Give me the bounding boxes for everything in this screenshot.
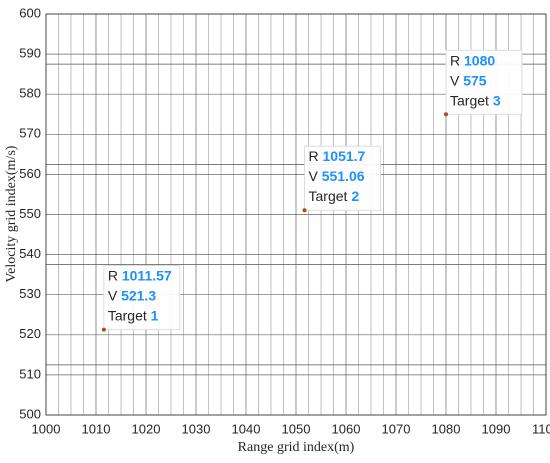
tip-label: R bbox=[309, 148, 319, 164]
tip-value: 521.3 bbox=[121, 287, 156, 303]
tip-value: 1051.7 bbox=[323, 148, 366, 164]
y-tick-label: 550 bbox=[19, 206, 41, 221]
point bbox=[444, 112, 448, 117]
tip-value: 551.06 bbox=[322, 168, 365, 184]
x-tick-label: 1030 bbox=[182, 421, 211, 436]
tip-row: V 551.06 bbox=[309, 168, 365, 184]
x-tick-label: 1040 bbox=[232, 421, 261, 436]
y-tick-label: 520 bbox=[19, 326, 41, 341]
tip-value: 1 bbox=[151, 307, 159, 323]
x-tick-label: 1020 bbox=[132, 421, 161, 436]
tip-value: 1011.57 bbox=[122, 267, 172, 283]
tip-row: Target 2 bbox=[309, 188, 360, 204]
tip-value: 575 bbox=[463, 72, 487, 88]
y-tick-label: 560 bbox=[19, 166, 41, 181]
point bbox=[101, 327, 106, 332]
y-tick-label: 580 bbox=[19, 86, 41, 101]
x-tick-label: 1080 bbox=[432, 421, 461, 436]
tip-label: R bbox=[450, 52, 460, 68]
y-tick-label: 600 bbox=[19, 5, 41, 20]
y-tick-label: 500 bbox=[19, 406, 41, 421]
data-tip-box bbox=[304, 145, 381, 211]
tip-row: Target 3 bbox=[450, 92, 501, 108]
x-axis-label: Range grid index(m) bbox=[238, 440, 355, 455]
x-tick-label: 1070 bbox=[382, 421, 411, 436]
data-tip-box bbox=[103, 265, 181, 331]
tip-row: R 1011.57 bbox=[108, 267, 172, 283]
tip-label: Target bbox=[309, 188, 348, 204]
tip-row: Target 1 bbox=[108, 307, 159, 323]
point bbox=[302, 208, 307, 213]
tip-row: R 1080 bbox=[450, 52, 495, 68]
x-tick-label: 1010 bbox=[82, 421, 111, 436]
tip-label: V bbox=[450, 72, 460, 88]
tip-row: V 521.3 bbox=[108, 287, 156, 303]
y-tick-label: 540 bbox=[19, 246, 41, 261]
y-axis-label: Velocity grid index(m/s) bbox=[4, 145, 19, 282]
plot-frame bbox=[45, 13, 547, 416]
tip-value: 3 bbox=[493, 92, 501, 108]
x-tick-label: 1000 bbox=[32, 421, 61, 436]
y-tick-label: 530 bbox=[19, 286, 41, 301]
tip-row: V 575 bbox=[450, 72, 487, 88]
tip-label: Target bbox=[450, 92, 489, 108]
data-tip-box bbox=[445, 49, 523, 115]
x-tick-label: 1060 bbox=[332, 421, 361, 436]
y-tick-label: 510 bbox=[19, 366, 41, 381]
tip-value: 1080 bbox=[464, 52, 495, 68]
tip-label: V bbox=[108, 287, 118, 303]
tip-label: Target bbox=[108, 307, 147, 323]
y-tick-label: 570 bbox=[19, 126, 41, 141]
x-tick-label: 1050 bbox=[282, 421, 311, 436]
y-tick-label: 590 bbox=[19, 46, 41, 61]
x-tick-label: 1100 bbox=[532, 421, 550, 436]
tip-row: R 1051.7 bbox=[309, 148, 366, 164]
x-tick-label: 1090 bbox=[482, 421, 511, 436]
tip-value: 2 bbox=[351, 188, 359, 204]
tip-label: R bbox=[108, 267, 118, 283]
tip-label: V bbox=[309, 168, 319, 184]
